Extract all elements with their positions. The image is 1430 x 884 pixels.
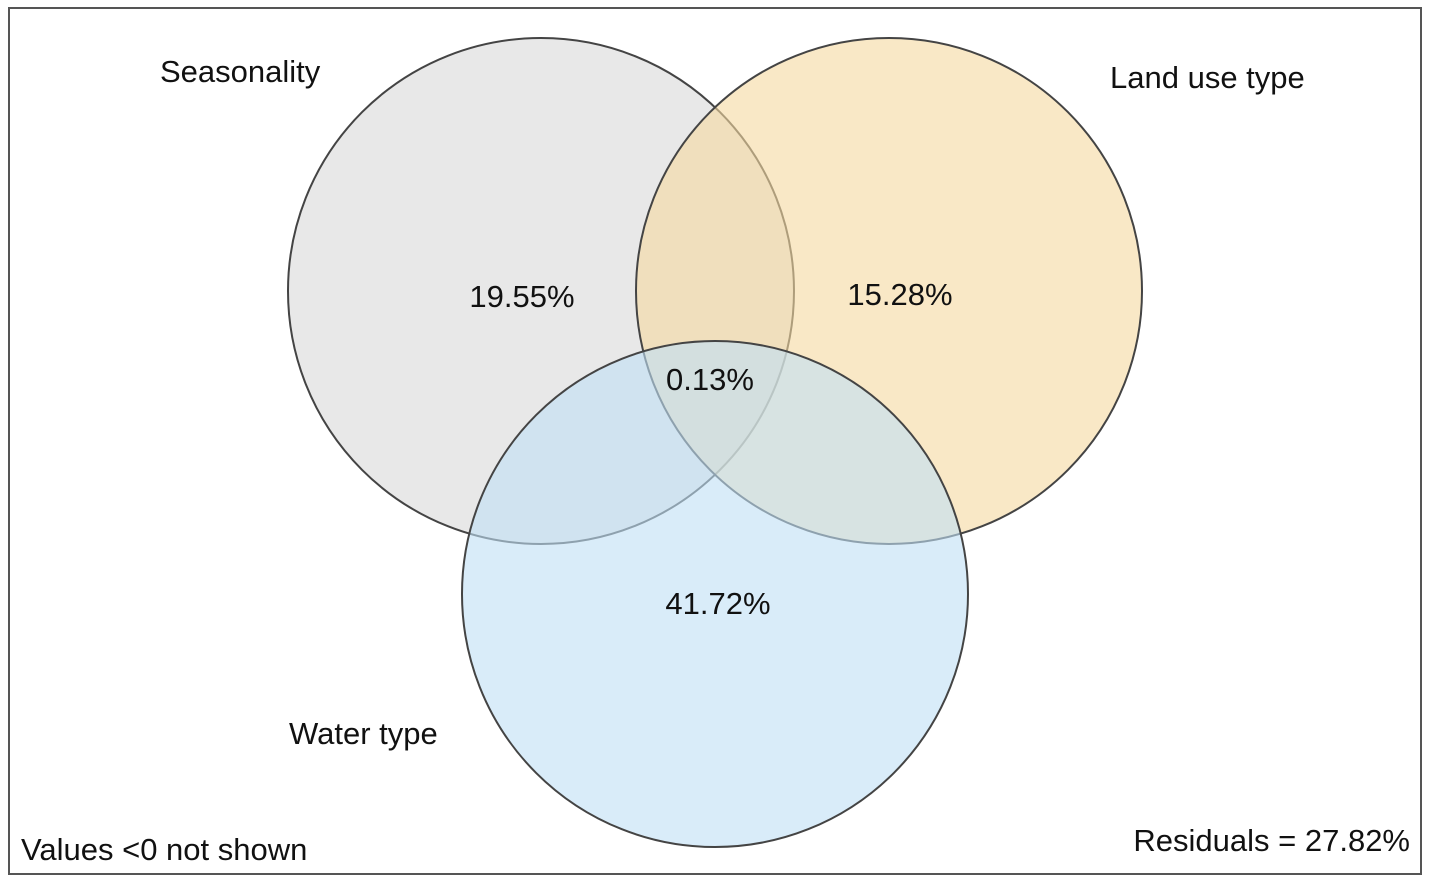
all-three-value: 0.13% [666, 362, 754, 397]
values-note: Values <0 not shown [21, 832, 307, 867]
water-type-set-label: Water type [289, 716, 438, 751]
water-only-value: 41.72% [665, 586, 770, 621]
residuals-label: Residuals = 27.82% [1133, 823, 1410, 858]
water-type-circle [461, 340, 969, 848]
land-use-only-value: 15.28% [847, 277, 952, 312]
seasonality-only-value: 19.55% [469, 279, 574, 314]
seasonality-set-label: Seasonality [160, 54, 321, 89]
land-use-type-set-label: Land use type [1110, 60, 1305, 95]
